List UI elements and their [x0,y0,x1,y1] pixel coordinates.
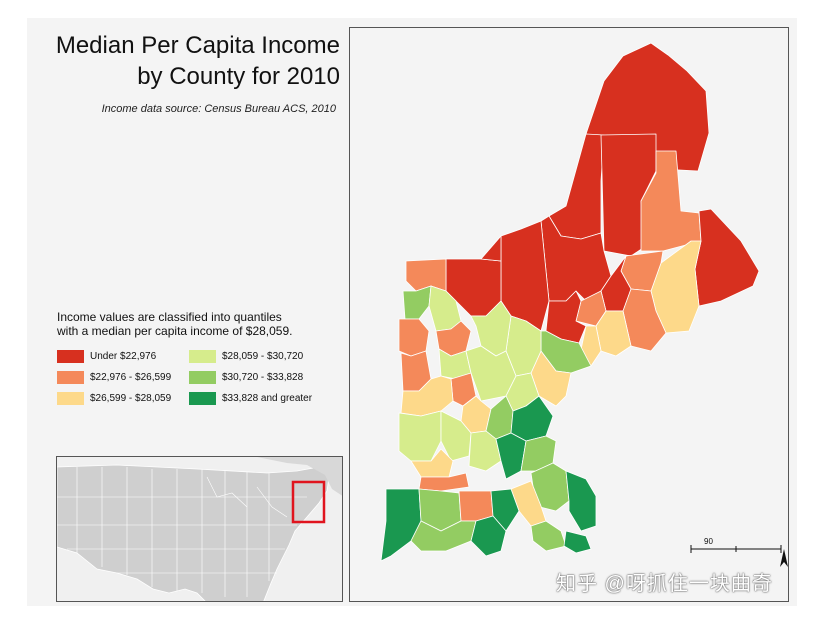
legend-swatch [57,349,84,363]
county-region [470,515,507,557]
county-region [398,410,442,462]
legend-label: $28,059 - $30,720 [222,350,304,362]
legend-label: $26,599 - $28,059 [90,392,172,404]
county-region [402,285,432,320]
legend-label: $30,720 - $33,828 [222,371,304,383]
county-region [490,488,520,532]
legend-swatch [189,391,216,405]
legend-label: $22,976 - $26,599 [90,371,172,383]
legend-swatch [189,349,216,363]
county-region [405,258,447,292]
legend-label: $33,828 and greater [222,392,313,404]
watermark: 知乎 @呀抓住一块曲奇 [556,573,773,595]
state-lines [57,467,307,597]
county-region [480,235,502,262]
county-region [640,150,702,252]
legend-item-class-2: $22,976 - $26,599 [57,370,171,384]
county-region [565,470,597,532]
legend-label: Under $22,976 [90,350,157,362]
canada-land [257,457,342,496]
title-line-2: by County for 2010 [137,63,340,90]
legend-item-class-6: $33,828 and greater [189,391,312,405]
legend-swatch [57,391,84,405]
us-landmass [57,464,330,601]
county-region [458,490,494,522]
scale-label: 90 [704,537,713,546]
title-line-1: Median Per Capita Income [55,32,340,59]
legend-note: Income values are classified into quanti… [57,310,347,338]
county-region [548,133,605,240]
scale-bar [690,545,782,553]
new-england-highlight-box [291,480,326,524]
county-region [694,208,760,307]
map-title: Median Per Capita Income by County for 2… [34,30,340,92]
legend-item-class-5: $30,720 - $33,828 [189,370,303,384]
county-region [440,410,472,462]
legend-item-class-1: Under $22,976 [57,349,156,363]
county-region [380,488,422,562]
new-england-county-map [380,42,788,567]
main-map-frame [349,27,789,602]
legend-item-class-3: $26,599 - $28,059 [57,391,171,405]
legend-item-class-4: $28,059 - $30,720 [189,349,303,363]
legend-note-line-1: Income values are classified into quanti… [57,310,282,324]
county-region [495,432,527,480]
county-region [622,288,667,352]
county-region [530,520,567,552]
locator-map-graphic [57,457,342,601]
data-source-note: Income data source: Census Bureau ACS, 2… [101,103,336,115]
legend-swatch [57,370,84,384]
legend-swatch [189,370,216,384]
county-region [485,395,514,440]
county-region [563,530,592,554]
county-region [398,318,430,357]
legend-note-line-2: with a median per capita income of $28,0… [57,324,293,338]
locator-inset-map [56,456,343,602]
north-arrow-icon [780,549,788,567]
